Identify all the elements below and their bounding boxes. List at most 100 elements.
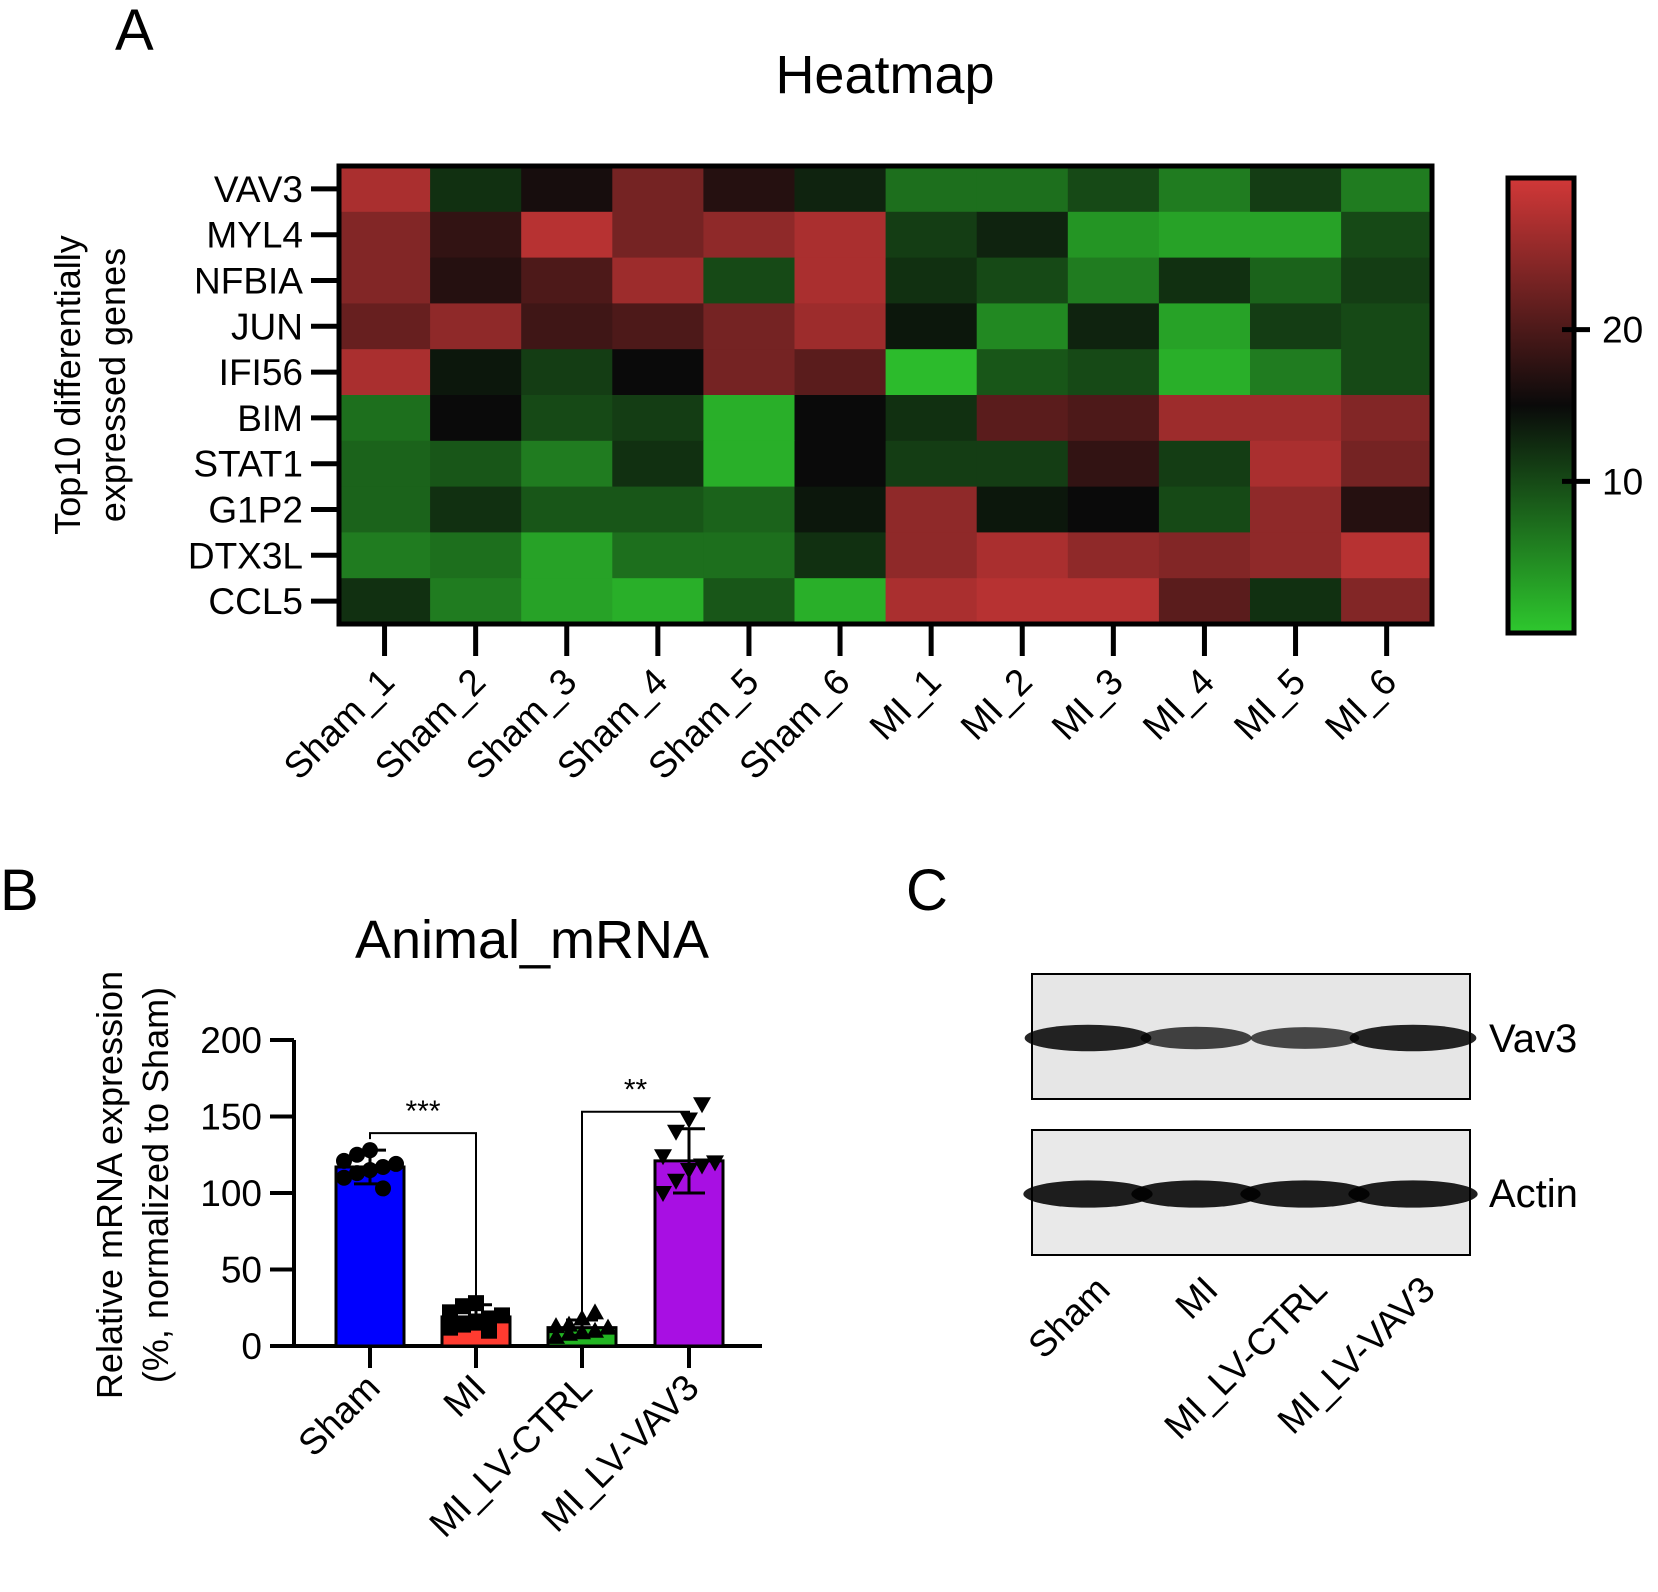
significance-bracket <box>581 1110 690 1316</box>
colorbar-tick-label: 20 <box>1602 310 1643 351</box>
heatmap-cell <box>339 532 431 579</box>
heatmap-cell <box>430 486 522 533</box>
heatmap-cell <box>885 303 978 350</box>
heatmap-cell <box>612 257 704 304</box>
heatmap-cell <box>1158 303 1251 350</box>
colorbar <box>1505 175 1577 636</box>
data-point <box>560 1324 578 1341</box>
data-point <box>375 1158 391 1175</box>
heatmap-cell <box>794 211 887 259</box>
heatmap-cell <box>1067 166 1160 213</box>
heatmap-cell <box>1158 211 1251 259</box>
y-tick-label: 100 <box>200 1173 262 1214</box>
heatmap-cell <box>612 211 704 259</box>
heatmap-cell <box>430 166 522 213</box>
heatmap-cell <box>1341 532 1433 579</box>
significance-bracket <box>369 1132 477 1301</box>
heatmap-cell <box>885 532 978 579</box>
heatmap-row-label: IFI56 <box>219 352 303 393</box>
colorbar-tick-label: 10 <box>1602 461 1643 502</box>
data-point <box>573 1309 591 1326</box>
x-tick-label: MI <box>436 1367 494 1425</box>
heatmap-panel: Heatmap Top10 differentially expressed g… <box>47 45 1643 787</box>
heatmap-cell <box>976 578 1069 625</box>
heatmap-cell <box>794 166 887 213</box>
heatmap-cell <box>521 395 613 442</box>
heatmap-cell <box>1067 349 1160 396</box>
heatmap-row-label: STAT1 <box>193 444 303 485</box>
heatmap-cell <box>1250 211 1342 259</box>
data-point <box>654 1149 672 1166</box>
data-point <box>547 1317 565 1334</box>
heatmap-cell <box>794 349 887 396</box>
blot-band-label-vav3: Vav3 <box>1489 1017 1577 1061</box>
y-tick-label: 150 <box>200 1097 262 1138</box>
heatmap-cell <box>612 395 704 442</box>
heatmap-cell <box>1067 257 1160 304</box>
heatmap-cell <box>1250 578 1342 625</box>
heatmap-row-label: CCL5 <box>208 581 303 622</box>
data-point <box>680 1112 698 1129</box>
heatmap-cell <box>703 532 796 579</box>
data-point <box>599 1318 617 1335</box>
heatmap-cell <box>703 578 796 625</box>
heatmap-cell <box>1067 440 1160 488</box>
data-point <box>468 1313 484 1330</box>
heatmap-cell <box>1067 486 1160 533</box>
heatmap-cell <box>885 486 978 533</box>
data-point <box>654 1186 672 1202</box>
heatmap-cell <box>1250 395 1342 442</box>
heatmap-cell <box>612 578 704 625</box>
heatmap-cell <box>339 349 431 396</box>
heatmap-cell <box>339 211 431 259</box>
data-point <box>560 1315 578 1332</box>
heatmap-cell <box>612 303 704 350</box>
heatmap-cell <box>521 257 613 304</box>
heatmap-cell <box>1158 395 1251 442</box>
heatmap-cell <box>521 578 613 625</box>
heatmap-cell <box>612 486 704 533</box>
bar-ylabel-line1: Relative mRNA expression <box>89 971 130 1399</box>
heatmap-cell <box>1250 532 1342 579</box>
panel-letter-b: B <box>0 858 39 923</box>
heatmap-cell <box>885 395 978 442</box>
heatmap-cell <box>976 486 1069 533</box>
data-point <box>573 1323 591 1340</box>
heatmap-cell <box>1341 578 1433 625</box>
heatmap-cell <box>1341 257 1433 304</box>
heatmap-cell <box>1341 486 1433 533</box>
heatmap-cell <box>1158 257 1251 304</box>
heatmap-cell <box>612 166 704 213</box>
bar-ylabel-line2: (%, normalized to Sham) <box>135 987 176 1383</box>
heatmap-cell <box>703 349 796 396</box>
heatmap-cell <box>1250 486 1342 533</box>
heatmap-cell <box>976 211 1069 259</box>
heatmap-cell <box>1067 578 1160 625</box>
heatmap-ylabel-line1: Top10 differentially <box>47 235 88 535</box>
blot-lane-label: MI <box>1168 1269 1226 1327</box>
blot-band-label-actin: Actin <box>1489 1172 1578 1216</box>
heatmap-cell <box>885 211 978 259</box>
heatmap-cell <box>1341 349 1433 396</box>
heatmap-row-label: VAV3 <box>214 169 303 210</box>
heatmap-cell <box>885 578 978 625</box>
heatmap-cell <box>703 440 796 488</box>
heatmap-col-label: MI_4 <box>1135 661 1222 748</box>
heatmap-title: Heatmap <box>775 45 994 105</box>
heatmap-cell <box>976 303 1069 350</box>
heatmap-cell <box>430 257 522 304</box>
heatmap-col-label: MI_2 <box>953 661 1040 748</box>
blot-band <box>1348 1180 1478 1208</box>
heatmap-col-label: MI_5 <box>1226 661 1313 748</box>
heatmap-row-label: NFBIA <box>194 261 303 302</box>
heatmap-cell <box>339 257 431 304</box>
heatmap-cell <box>1158 486 1251 533</box>
heatmap-cell <box>339 395 431 442</box>
data-point <box>586 1303 604 1320</box>
heatmap-cell <box>976 395 1069 442</box>
heatmap-cell <box>430 303 522 350</box>
heatmap-cell <box>1067 303 1160 350</box>
heatmap-cell <box>430 395 522 442</box>
data-point <box>362 1162 378 1179</box>
